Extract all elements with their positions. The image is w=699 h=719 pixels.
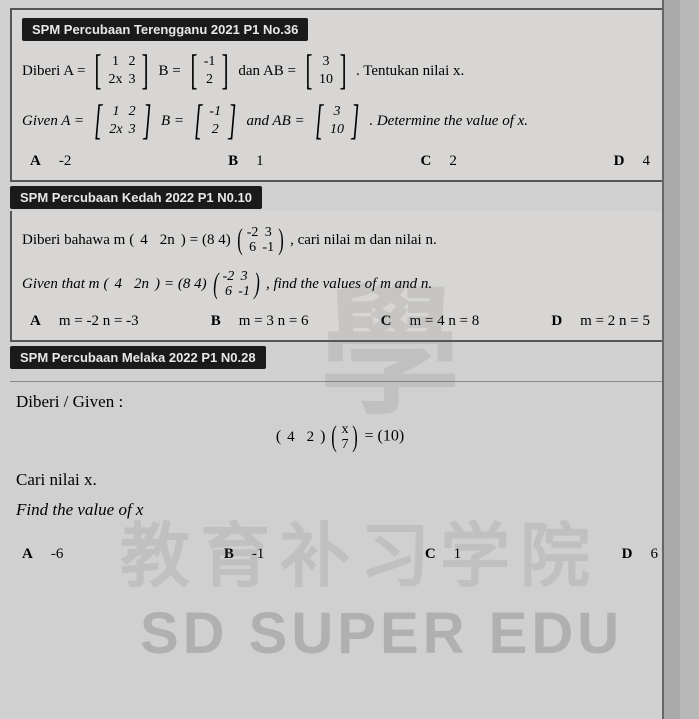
q1-en-post: . Determine the value of x.: [369, 110, 528, 133]
q2-en-post: , find the values of m and n.: [266, 273, 432, 296]
q3-opt-C[interactable]: C1: [425, 546, 461, 563]
q3-opt-D[interactable]: D6: [622, 546, 658, 563]
q2-options: Am = -2 n = -3 Bm = 3 n = 6 Cm = 4 n = 8…: [22, 313, 658, 330]
q3-en: Find the value of x: [16, 500, 666, 520]
q1-ms-Bpre: B =: [158, 60, 180, 83]
question-2: Diberi bahawa m (42n) = (8 4) ( -26 3-1 …: [10, 211, 670, 342]
q1-line-en: Given A = [ 12x 23 ] B = [ -12 ] and AB …: [22, 103, 658, 139]
q3-badge: SPM Percubaan Melaka 2022 P1 N0.28: [10, 346, 266, 369]
q2-ms-eq: = (8 4): [190, 229, 231, 252]
q1-options: A-2 B1 C2 D4: [22, 153, 658, 170]
q3-opt-B[interactable]: B-1: [224, 546, 265, 563]
page-edge: [662, 0, 680, 719]
q2-ms-pre: Diberi bahawa m: [22, 229, 125, 252]
q1-ms-AB: [ 310 ]: [302, 53, 350, 89]
q2-ms-row: (42n): [129, 229, 186, 252]
q3-opt-A[interactable]: A-6: [22, 546, 63, 563]
q2-en-pre: Given that m: [22, 273, 99, 296]
q1-en-pre: Given A =: [22, 110, 84, 133]
q2-en-eq: = (8 4): [164, 273, 207, 296]
q1-opt-B[interactable]: B1: [228, 153, 264, 170]
q1-ms-mid: dan AB =: [238, 60, 296, 83]
q2-ms-post: , cari nilai m dan nilai n.: [290, 229, 437, 252]
q2-opt-A[interactable]: Am = -2 n = -3: [30, 313, 139, 330]
q2-ms-M: ( -26 3-1 ): [235, 225, 286, 255]
q1-ms-A: [ 12x 23 ]: [91, 53, 152, 89]
watermark-bottom: SD SUPER EDU: [140, 600, 623, 667]
q1-en-B: [ -12 ]: [190, 103, 240, 139]
q1-opt-C[interactable]: C2: [420, 153, 456, 170]
q1-ms-B: [ -12 ]: [187, 53, 233, 89]
question-3: Diberi / Given : (42) ( x7 ) = (10) Cari…: [10, 392, 670, 563]
q1-en-A: [ 12x 23 ]: [90, 103, 155, 139]
q2-opt-B[interactable]: Bm = 3 n = 6: [211, 313, 309, 330]
q2-en-M: ( -26 3-1 ): [211, 269, 262, 299]
q1-en-AB: [ 310 ]: [311, 103, 364, 139]
q2-opt-D[interactable]: Dm = 2 n = 5: [551, 313, 650, 330]
q1-ms-post: . Tentukan nilai x.: [356, 60, 464, 83]
q3-equation: (42) ( x7 ) = (10): [14, 422, 666, 452]
q2-line-ms: Diberi bahawa m (42n) = (8 4) ( -26 3-1 …: [22, 225, 658, 255]
q2-line-en: Given that m (42n) = (8 4) ( -26 3-1 ) ,…: [22, 269, 658, 299]
q2-badge: SPM Percubaan Kedah 2022 P1 N0.10: [10, 186, 262, 209]
q3-options: A-6 B-1 C1 D6: [14, 546, 666, 563]
q1-en-Bpre: B =: [161, 110, 184, 133]
question-1: SPM Percubaan Terengganu 2021 P1 No.36 D…: [10, 8, 670, 182]
separator: [10, 381, 670, 382]
q1-badge: SPM Percubaan Terengganu 2021 P1 No.36: [22, 18, 308, 41]
q3-ms: Cari nilai x.: [16, 470, 666, 490]
q3-given: Diberi / Given :: [16, 392, 666, 412]
worksheet-page: 學 教育补习学院 SD SUPER EDU SPM Percubaan Tere…: [0, 0, 680, 719]
q1-ms-pre: Diberi A =: [22, 60, 85, 83]
q2-opt-C[interactable]: Cm = 4 n = 8: [381, 313, 480, 330]
q1-en-mid: and AB =: [246, 110, 304, 133]
q1-opt-A[interactable]: A-2: [30, 153, 71, 170]
q1-line-ms: Diberi A = [ 12x 23 ] B = [ -12 ] dan AB…: [22, 53, 658, 89]
q1-opt-D[interactable]: D4: [614, 153, 650, 170]
q2-en-row: (42n): [103, 273, 160, 296]
